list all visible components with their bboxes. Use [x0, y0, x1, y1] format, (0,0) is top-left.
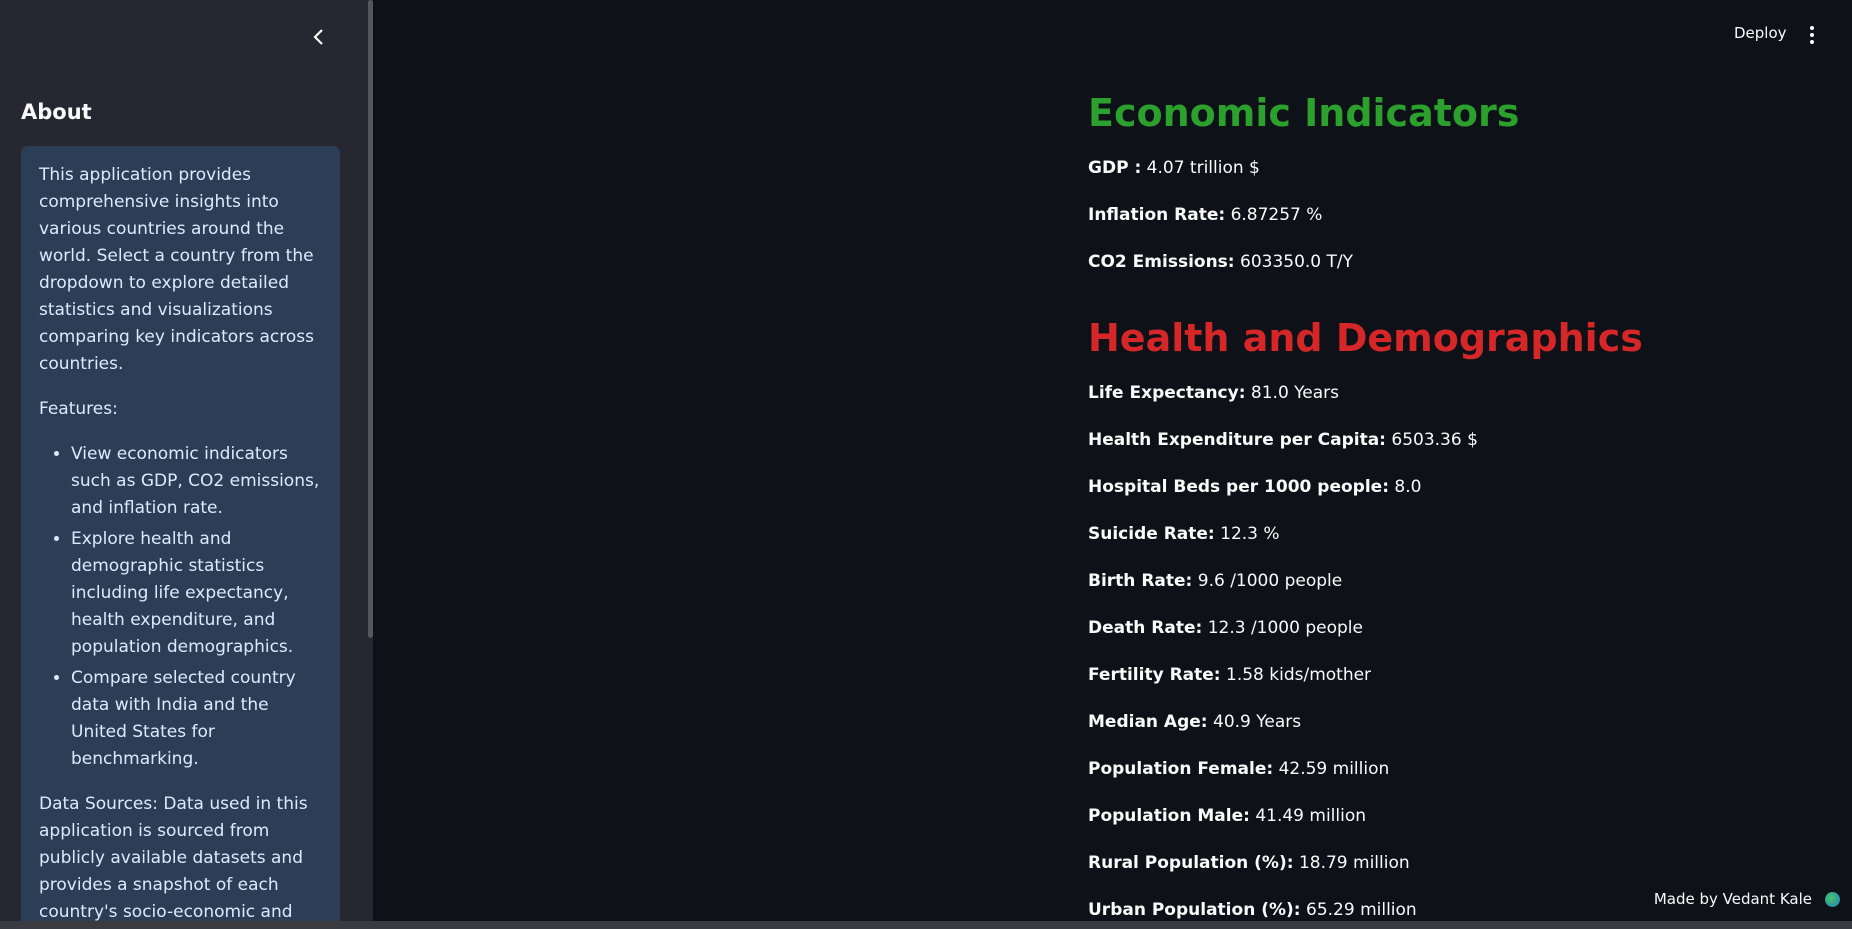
indicator-value: 18.79 million	[1298, 853, 1410, 873]
indicator-value: 603350.0 T/Y	[1240, 252, 1354, 272]
indicator-value: 81.0 Years	[1250, 383, 1340, 403]
indicator: Urban Population (%): 65.29 million	[1088, 887, 1643, 921]
indicator: Suicide Rate: 12.3 %	[1088, 511, 1643, 558]
indicator-label: Birth Rate:	[1088, 571, 1193, 591]
indicator-label: Fertility Rate:	[1088, 665, 1221, 685]
indicator-label: Urban Population (%):	[1088, 900, 1301, 920]
section-title: Health and Demographics	[1088, 316, 1643, 360]
indicator-label: Rural Population (%):	[1088, 853, 1294, 873]
indicator-label: Population Male:	[1088, 806, 1250, 826]
scrollbar	[368, 0, 373, 638]
data-sources: Data Sources: Data used in this applicat…	[39, 794, 308, 921]
indicator-label: Suicide Rate:	[1088, 524, 1215, 544]
main: Economic Indicators GDP : 4.07 trillion $…	[373, 0, 1852, 921]
indicator: Hospital Beds per 1000 people: 8.0	[1088, 464, 1643, 511]
indicator-label: Death Rate:	[1088, 618, 1203, 638]
features-list: View economic indicators such as GDP, CO…	[39, 441, 322, 773]
indicator: Population Female: 42.59 million	[1088, 746, 1643, 793]
indicator-value: 9.6 /1000 people	[1197, 571, 1343, 591]
indicator-value: 41.49 million	[1255, 806, 1367, 826]
globe-icon	[1825, 892, 1840, 907]
indicator-value: 4.07 trillion $	[1146, 158, 1260, 178]
indicator-value: 6503.36 $	[1391, 430, 1478, 450]
indicator: Median Age: 40.9 Years	[1088, 699, 1643, 746]
sidebar: About This application provides comprehe…	[0, 0, 373, 921]
indicator-value: 12.3 /1000 people	[1207, 618, 1363, 638]
indicator-label: Health Expenditure per Capita:	[1088, 430, 1386, 450]
indicator: Health Expenditure per Capita: 6503.36 $	[1088, 417, 1643, 464]
indicator-value: 12.3 %	[1220, 524, 1280, 544]
indicator: Inflation Rate: 6.87257 %	[1088, 192, 1643, 239]
content: Economic Indicators GDP : 4.07 trillion $…	[1088, 90, 1643, 921]
section-title: Economic Indicators	[1088, 91, 1520, 135]
indicator-value: 42.59 million	[1278, 759, 1390, 779]
indicator-label: Life Expectancy:	[1088, 383, 1246, 403]
indicator-label: Hospital Beds per 1000 people:	[1088, 477, 1389, 497]
indicator-value: 6.87257 %	[1230, 205, 1323, 225]
collapse-sidebar[interactable]	[311, 28, 327, 46]
sidebar-heading: About	[21, 100, 92, 124]
feature-item: Compare selected country data with India…	[71, 665, 322, 773]
indicator-label: Population Female:	[1088, 759, 1274, 779]
indicator: CO2 Emissions: 603350.0 T/Y	[1088, 239, 1643, 286]
indicator: Population Male: 41.49 million	[1088, 793, 1643, 840]
indicator: Birth Rate: 9.6 /1000 people	[1088, 558, 1643, 605]
indicator-label: GDP :	[1088, 158, 1142, 178]
menu-button[interactable]	[1808, 25, 1816, 45]
indicator: Death Rate: 12.3 /1000 people	[1088, 605, 1643, 652]
intro: This application provides comprehensive …	[39, 165, 314, 374]
credit: Made by Vedant Kale	[1653, 890, 1812, 908]
deploy-button[interactable]: Deploy	[1734, 24, 1787, 42]
features-heading: Features:	[39, 399, 118, 419]
feature-item: Explore health and demographic statistic…	[71, 526, 322, 661]
indicator-value: 65.29 million	[1306, 900, 1417, 920]
indicator: Rural Population (%): 18.79 million	[1088, 840, 1643, 887]
indicator-label: Median Age:	[1088, 712, 1208, 732]
indicator: Fertility Rate: 1.58 kids/mother	[1088, 652, 1643, 699]
indicator-label: Inflation Rate:	[1088, 205, 1226, 225]
indicator-label: CO2 Emissions:	[1088, 252, 1235, 272]
bottom-strip	[0, 921, 1852, 929]
indicator-value: 1.58 kids/mother	[1226, 665, 1372, 685]
indicator-value: 8.0	[1394, 477, 1422, 497]
info-box: This application provides comprehensive …	[21, 146, 340, 921]
feature-item: View economic indicators such as GDP, CO…	[71, 441, 322, 522]
indicator: GDP : 4.07 trillion $	[1088, 145, 1643, 192]
indicator: Life Expectancy: 81.0 Years	[1088, 370, 1643, 417]
indicator-value: 40.9 Years	[1213, 712, 1302, 732]
